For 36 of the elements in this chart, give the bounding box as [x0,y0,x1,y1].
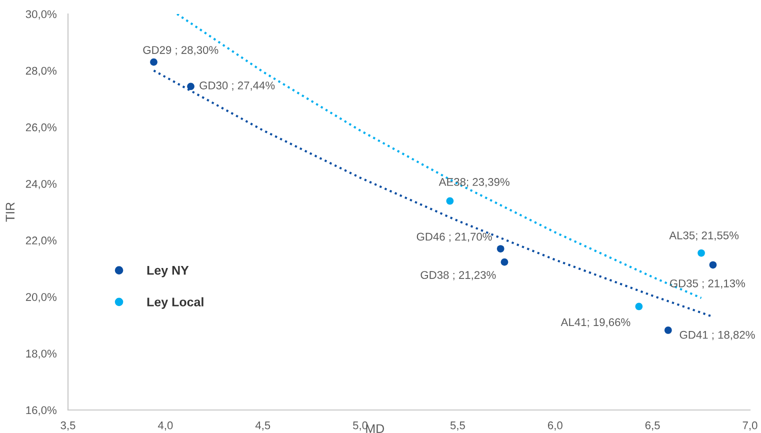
x-tick-label: 6,0 [548,421,562,431]
x-tick-label: 3,5 [60,421,76,431]
y-tick-label: 20,0% [26,293,56,302]
point [709,261,717,269]
data-label: AL41; 19,66% [560,318,630,328]
y-tick-label: 16,0% [26,406,56,416]
y-tick-label: 22,0% [26,236,56,246]
data-label: GD35 ; 21,13% [670,279,746,289]
x-tick-label: 6,5 [645,421,660,431]
x-axis-title: MD [366,424,384,433]
data-label: GD38 ; 21,23% [420,271,496,280]
y-tick-label: 30,0% [26,10,56,20]
y-tick-label: 18,0% [26,350,56,359]
x-tick-label: 5,5 [450,422,465,431]
point [150,58,158,66]
point [187,82,194,90]
y-axis-title: TIR [6,202,14,222]
y-tick-label: 26,0% [26,123,56,133]
data-label: GD30 ; 27,44% [200,82,275,91]
point [496,245,504,252]
y-tick-label: 24,0% [26,180,56,190]
x-tick-label: 4,5 [255,422,270,431]
x-tick-label: 7,0 [742,421,758,431]
point [664,326,672,334]
data-label: GD29 ; 28,30% [143,46,218,56]
point [635,302,643,310]
legend-label: Ley NY [147,266,189,278]
point [500,258,508,266]
data-label: AL35; 21,55% [669,231,739,241]
data-label: GD41 ; 18,82% [680,330,755,340]
legend-label: Ley Local [147,297,204,309]
data-label: GD46 ; 21,70% [416,232,492,242]
y-tick-label: 28,0% [26,66,56,76]
point [698,249,705,257]
point [446,197,454,205]
x-tick-label: 4,0 [158,421,173,431]
